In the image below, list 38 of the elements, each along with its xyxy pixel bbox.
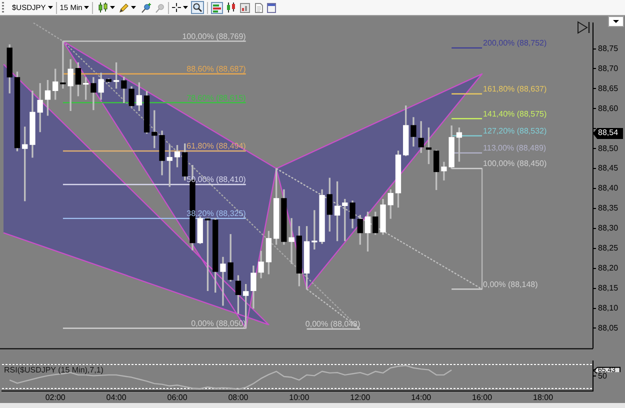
x-tick-label: 02:00 — [45, 393, 66, 402]
text: RSI($USDJPY (15 Min),7,1) — [4, 365, 104, 374]
y-tick-label: 88,60 — [598, 104, 619, 113]
y-tick-label: 88,75 — [598, 44, 619, 53]
y-tick-label: 50 — [598, 371, 608, 380]
series-label: 161,80% (88,637) — [483, 84, 547, 94]
y-tick-label: 88,45 — [598, 164, 619, 173]
y-tick-label: 88,10 — [598, 303, 619, 312]
y-tick-label: 88,15 — [598, 284, 619, 293]
y-tick-label: 88,25 — [598, 244, 619, 253]
y-tick-label: 88,50 — [598, 144, 619, 153]
series-label: 88,60% (88,687) — [186, 64, 246, 74]
series-label: 78,60% (88,615) — [186, 93, 246, 102]
series-label: 0,00% (88,048) — [305, 320, 360, 329]
y-tick-label: 88,70 — [598, 64, 619, 73]
x-tick-label: 18:00 — [533, 393, 554, 402]
y-tick-label: 88,40 — [598, 184, 619, 193]
x-tick-label: 10:00 — [289, 393, 310, 402]
y-tick-label: 88,65 — [598, 84, 619, 93]
x-tick-label: 12:00 — [350, 393, 371, 402]
series-label: 100,00% (88,450) — [483, 159, 547, 168]
y-tick-label: 88,54 — [598, 128, 619, 137]
y-tick-label: 88,30 — [598, 224, 619, 233]
series-label: 127,20% (88,532) — [483, 126, 547, 136]
x-tick-label: 16:00 — [472, 393, 493, 402]
x-tick-label: 14:00 — [411, 393, 432, 402]
series-label: 113,00% (88,489) — [483, 144, 546, 153]
x-tick-label: 06:00 — [167, 393, 188, 402]
series-label: 50,00% (88,410) — [186, 175, 246, 184]
y-tick-label: 88,05 — [598, 323, 619, 332]
y-tick-label: 88,20 — [598, 264, 619, 273]
series-label: 200,00% (88,752) — [483, 38, 547, 48]
x-tick-label: 08:00 — [228, 393, 249, 402]
series-label: 141,40% (88,575) — [483, 109, 547, 118]
series-label: 0,00% (88,148) — [483, 280, 538, 289]
y-tick-label: 88,35 — [598, 204, 619, 213]
series-label: 100,00% (88,769) — [182, 32, 246, 41]
x-tick-label: 04:00 — [106, 393, 127, 402]
